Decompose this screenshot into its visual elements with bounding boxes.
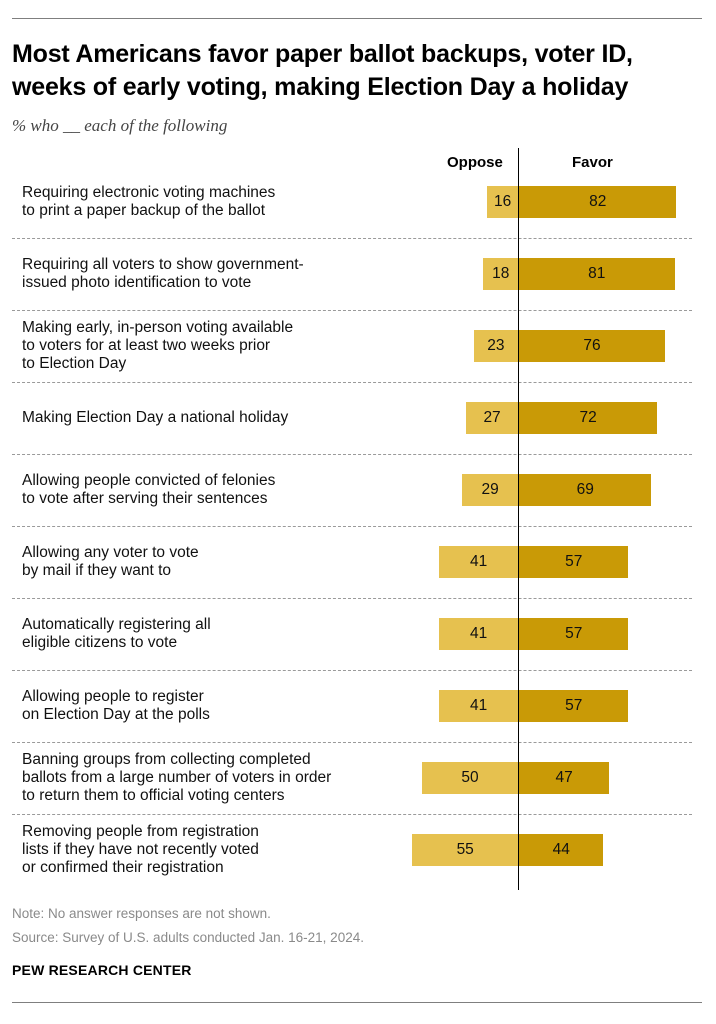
oppose-bar: [487, 186, 518, 218]
category-label: Allowing people to register on Election D…: [22, 688, 422, 724]
favor-bar: [519, 834, 604, 866]
oppose-bar: [462, 474, 518, 506]
row-divider: [12, 526, 692, 527]
favor-value-label: 76: [583, 337, 601, 354]
oppose-value-label: 41: [470, 553, 488, 570]
category-label-line: Requiring all voters to show government-: [22, 256, 304, 273]
oppose-value-label: 23: [487, 337, 505, 354]
category-label-line: to Election Day: [22, 355, 127, 372]
category-label: Requiring electronic voting machines to p…: [22, 184, 422, 220]
favor-value-label: 47: [555, 769, 573, 786]
category-label: Allowing any voter to vote by mail if the…: [22, 544, 422, 580]
category-label-line: Removing people from registration: [22, 823, 259, 840]
legend-favor: Favor: [572, 154, 613, 171]
favor-bar: [519, 258, 675, 290]
category-label-line: ballots from a large number of voters in…: [22, 769, 332, 786]
favor-bar: [519, 762, 610, 794]
category-label-line: Allowing people convicted of felonies: [22, 472, 276, 489]
category-label-line: to voters for at least two weeks prior: [22, 337, 271, 354]
row-divider: [12, 238, 692, 239]
favor-value-label: 57: [565, 625, 583, 642]
category-label-line: Banning groups from collecting completed: [22, 751, 311, 768]
category-label: Banning groups from collecting completed…: [22, 751, 422, 805]
legend-oppose: Oppose: [447, 154, 503, 171]
category-label-line: to print a paper backup of the ballot: [22, 202, 265, 219]
favor-value-label: 44: [552, 841, 570, 858]
oppose-bar: [439, 690, 518, 722]
category-label-line: on Election Day at the polls: [22, 706, 210, 723]
favor-bar: [519, 186, 677, 218]
category-label-line: to return them to official voting center…: [22, 787, 285, 804]
category-label: Requiring all voters to show government-…: [22, 256, 422, 292]
favor-value-label: 57: [565, 697, 583, 714]
favor-bar: [519, 330, 665, 362]
top-rule: [12, 18, 702, 19]
oppose-bar: [422, 762, 518, 794]
category-label-line: Requiring electronic voting machines: [22, 184, 276, 201]
oppose-value-label: 16: [494, 193, 512, 210]
oppose-bar: [473, 330, 518, 362]
chart-subtitle: % who __ each of the following: [12, 116, 228, 135]
row-divider: [12, 454, 692, 455]
favor-bar: [519, 474, 652, 506]
row-divider: [12, 310, 692, 311]
oppose-value-label: 41: [470, 697, 488, 714]
category-label-line: Allowing people to register: [22, 688, 204, 705]
oppose-bar: [439, 618, 518, 650]
favor-value-label: 72: [579, 409, 597, 426]
row-divider: [12, 742, 692, 743]
oppose-bar: [412, 834, 518, 866]
row-divider: [12, 814, 692, 815]
favor-value-label: 57: [565, 553, 583, 570]
category-label-line: Making Election Day a national holiday: [22, 409, 289, 426]
oppose-value-label: 27: [483, 409, 501, 426]
category-label: Allowing people convicted of felonies to …: [22, 472, 422, 508]
favor-value-label: 82: [589, 193, 607, 210]
chart-title: Most Americans favor paper ballot backup…: [12, 40, 633, 101]
category-label-line: eligible citizens to vote: [22, 634, 178, 651]
category-label: Automatically registering all eligible ci…: [22, 616, 422, 652]
category-label: Making Election Day a national holiday: [22, 409, 422, 427]
favor-value-label: 81: [588, 265, 606, 282]
oppose-value-label: 50: [461, 769, 479, 786]
brand-name: PEW RESEARCH CENTER: [12, 962, 192, 978]
favor-bar: [519, 618, 629, 650]
oppose-value-label: 41: [470, 625, 488, 642]
oppose-value-label: 18: [492, 265, 510, 282]
category-label: Removing people from registration lists i…: [22, 823, 422, 877]
favor-bar: [519, 402, 658, 434]
oppose-value-label: 55: [456, 841, 474, 858]
oppose-bar: [466, 402, 518, 434]
category-label-line: Allowing any voter to vote: [22, 544, 199, 561]
chart-source: Source: Survey of U.S. adults conducted …: [12, 930, 364, 945]
category-label-line: by mail if they want to: [22, 562, 172, 579]
category-label: Making early, in-person voting available…: [22, 319, 422, 373]
center-axis-line: [518, 148, 519, 890]
oppose-bar: [483, 258, 518, 290]
bottom-rule: [12, 1002, 702, 1003]
category-label-line: to vote after serving their sentences: [22, 490, 268, 507]
category-label-line: or confirmed their registration: [22, 859, 224, 876]
category-label-line: Making early, in-person voting available: [22, 319, 294, 336]
category-label-line: issued photo identification to vote: [22, 274, 252, 291]
row-divider: [12, 382, 692, 383]
favor-bar: [519, 690, 629, 722]
favor-value-label: 69: [576, 481, 594, 498]
row-divider: [12, 670, 692, 671]
category-label-line: Automatically registering all: [22, 616, 211, 633]
favor-bar: [519, 546, 629, 578]
row-divider: [12, 598, 692, 599]
oppose-bar: [439, 546, 518, 578]
chart-note: Note: No answer responses are not shown.: [12, 906, 271, 921]
oppose-value-label: 29: [481, 481, 499, 498]
category-label-line: lists if they have not recently voted: [22, 841, 259, 858]
